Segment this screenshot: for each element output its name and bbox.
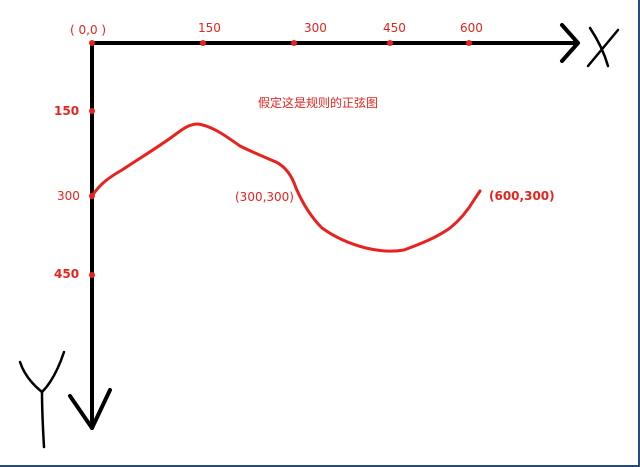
x-tick-label-450: 450 <box>383 21 406 35</box>
point-end-label: (600,300) <box>489 189 555 203</box>
y-tick-label-150: 150 <box>54 104 79 118</box>
x-tick-label-300: 300 <box>304 21 327 35</box>
diagram-note: 假定这是规则的正弦图 <box>258 95 378 110</box>
x-axis-letter <box>586 26 620 68</box>
x-tick-dot-600 <box>466 40 472 46</box>
y-tick-label-450: 450 <box>54 267 79 281</box>
x-tick-dot-150 <box>200 40 206 46</box>
x-axis-arrowhead <box>560 23 580 63</box>
y-axis-letter <box>18 350 66 449</box>
x-tick-dot-450 <box>387 40 393 46</box>
y-tick-dot-450 <box>89 272 95 278</box>
y-tick-dot-150 <box>89 108 95 114</box>
origin-dot <box>89 40 95 46</box>
x-tick-dot-300 <box>291 40 297 46</box>
x-tick-label-150: 150 <box>198 21 221 35</box>
sine-curve <box>90 122 482 253</box>
x-tick-label-600: 600 <box>460 21 483 35</box>
y-tick-label-300: 300 <box>57 189 80 203</box>
point-mid-label: (300,300) <box>235 190 294 204</box>
y-axis-arrowhead <box>68 388 112 430</box>
origin-label: ( 0,0 ) <box>70 23 106 37</box>
